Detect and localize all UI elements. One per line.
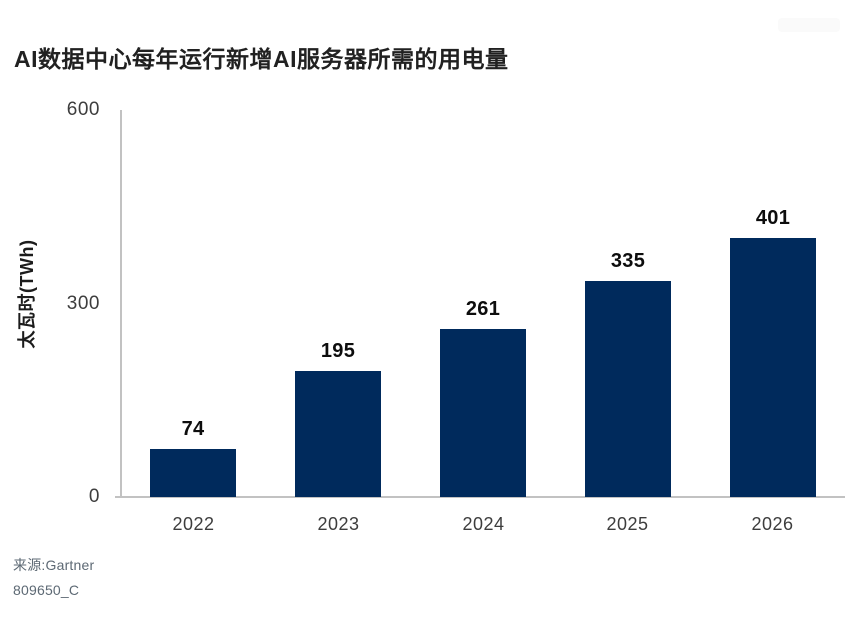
plot-area: 74 195 261 335 401 xyxy=(121,110,845,497)
x-tick-label: 2024 xyxy=(462,514,505,534)
x-axis-line xyxy=(115,496,845,498)
bar-2026 xyxy=(730,238,816,497)
x-tick-label: 2023 xyxy=(317,514,360,534)
x-tick-label: 2025 xyxy=(606,514,649,534)
bar-value-label: 401 xyxy=(755,207,791,229)
x-tick-label: 2026 xyxy=(751,514,794,534)
x-tick-label: 2022 xyxy=(172,514,215,534)
y-tick-label: 0 xyxy=(88,486,100,507)
bar-value-label: 195 xyxy=(320,340,356,362)
source-line: 来源:Gartner xyxy=(13,557,95,573)
bar-2022 xyxy=(150,449,236,497)
y-tick-label: 300 xyxy=(66,293,100,314)
bar-2024 xyxy=(440,329,526,497)
bar-2023 xyxy=(295,371,381,497)
bar-value-label: 74 xyxy=(181,418,205,440)
source-code: 809650_C xyxy=(13,582,80,598)
bar-value-label: 335 xyxy=(610,250,646,272)
y-axis-line xyxy=(120,110,122,497)
bar-value-label: 261 xyxy=(465,298,501,320)
watermark-artifact xyxy=(778,18,840,32)
source-note: 来源:Gartner 809650_C xyxy=(13,553,94,603)
y-tick-label: 600 xyxy=(66,99,100,120)
chart-title: AI数据中心每年运行新增AI服务器所需的用电量 xyxy=(14,46,509,72)
bar-2025 xyxy=(585,281,671,497)
